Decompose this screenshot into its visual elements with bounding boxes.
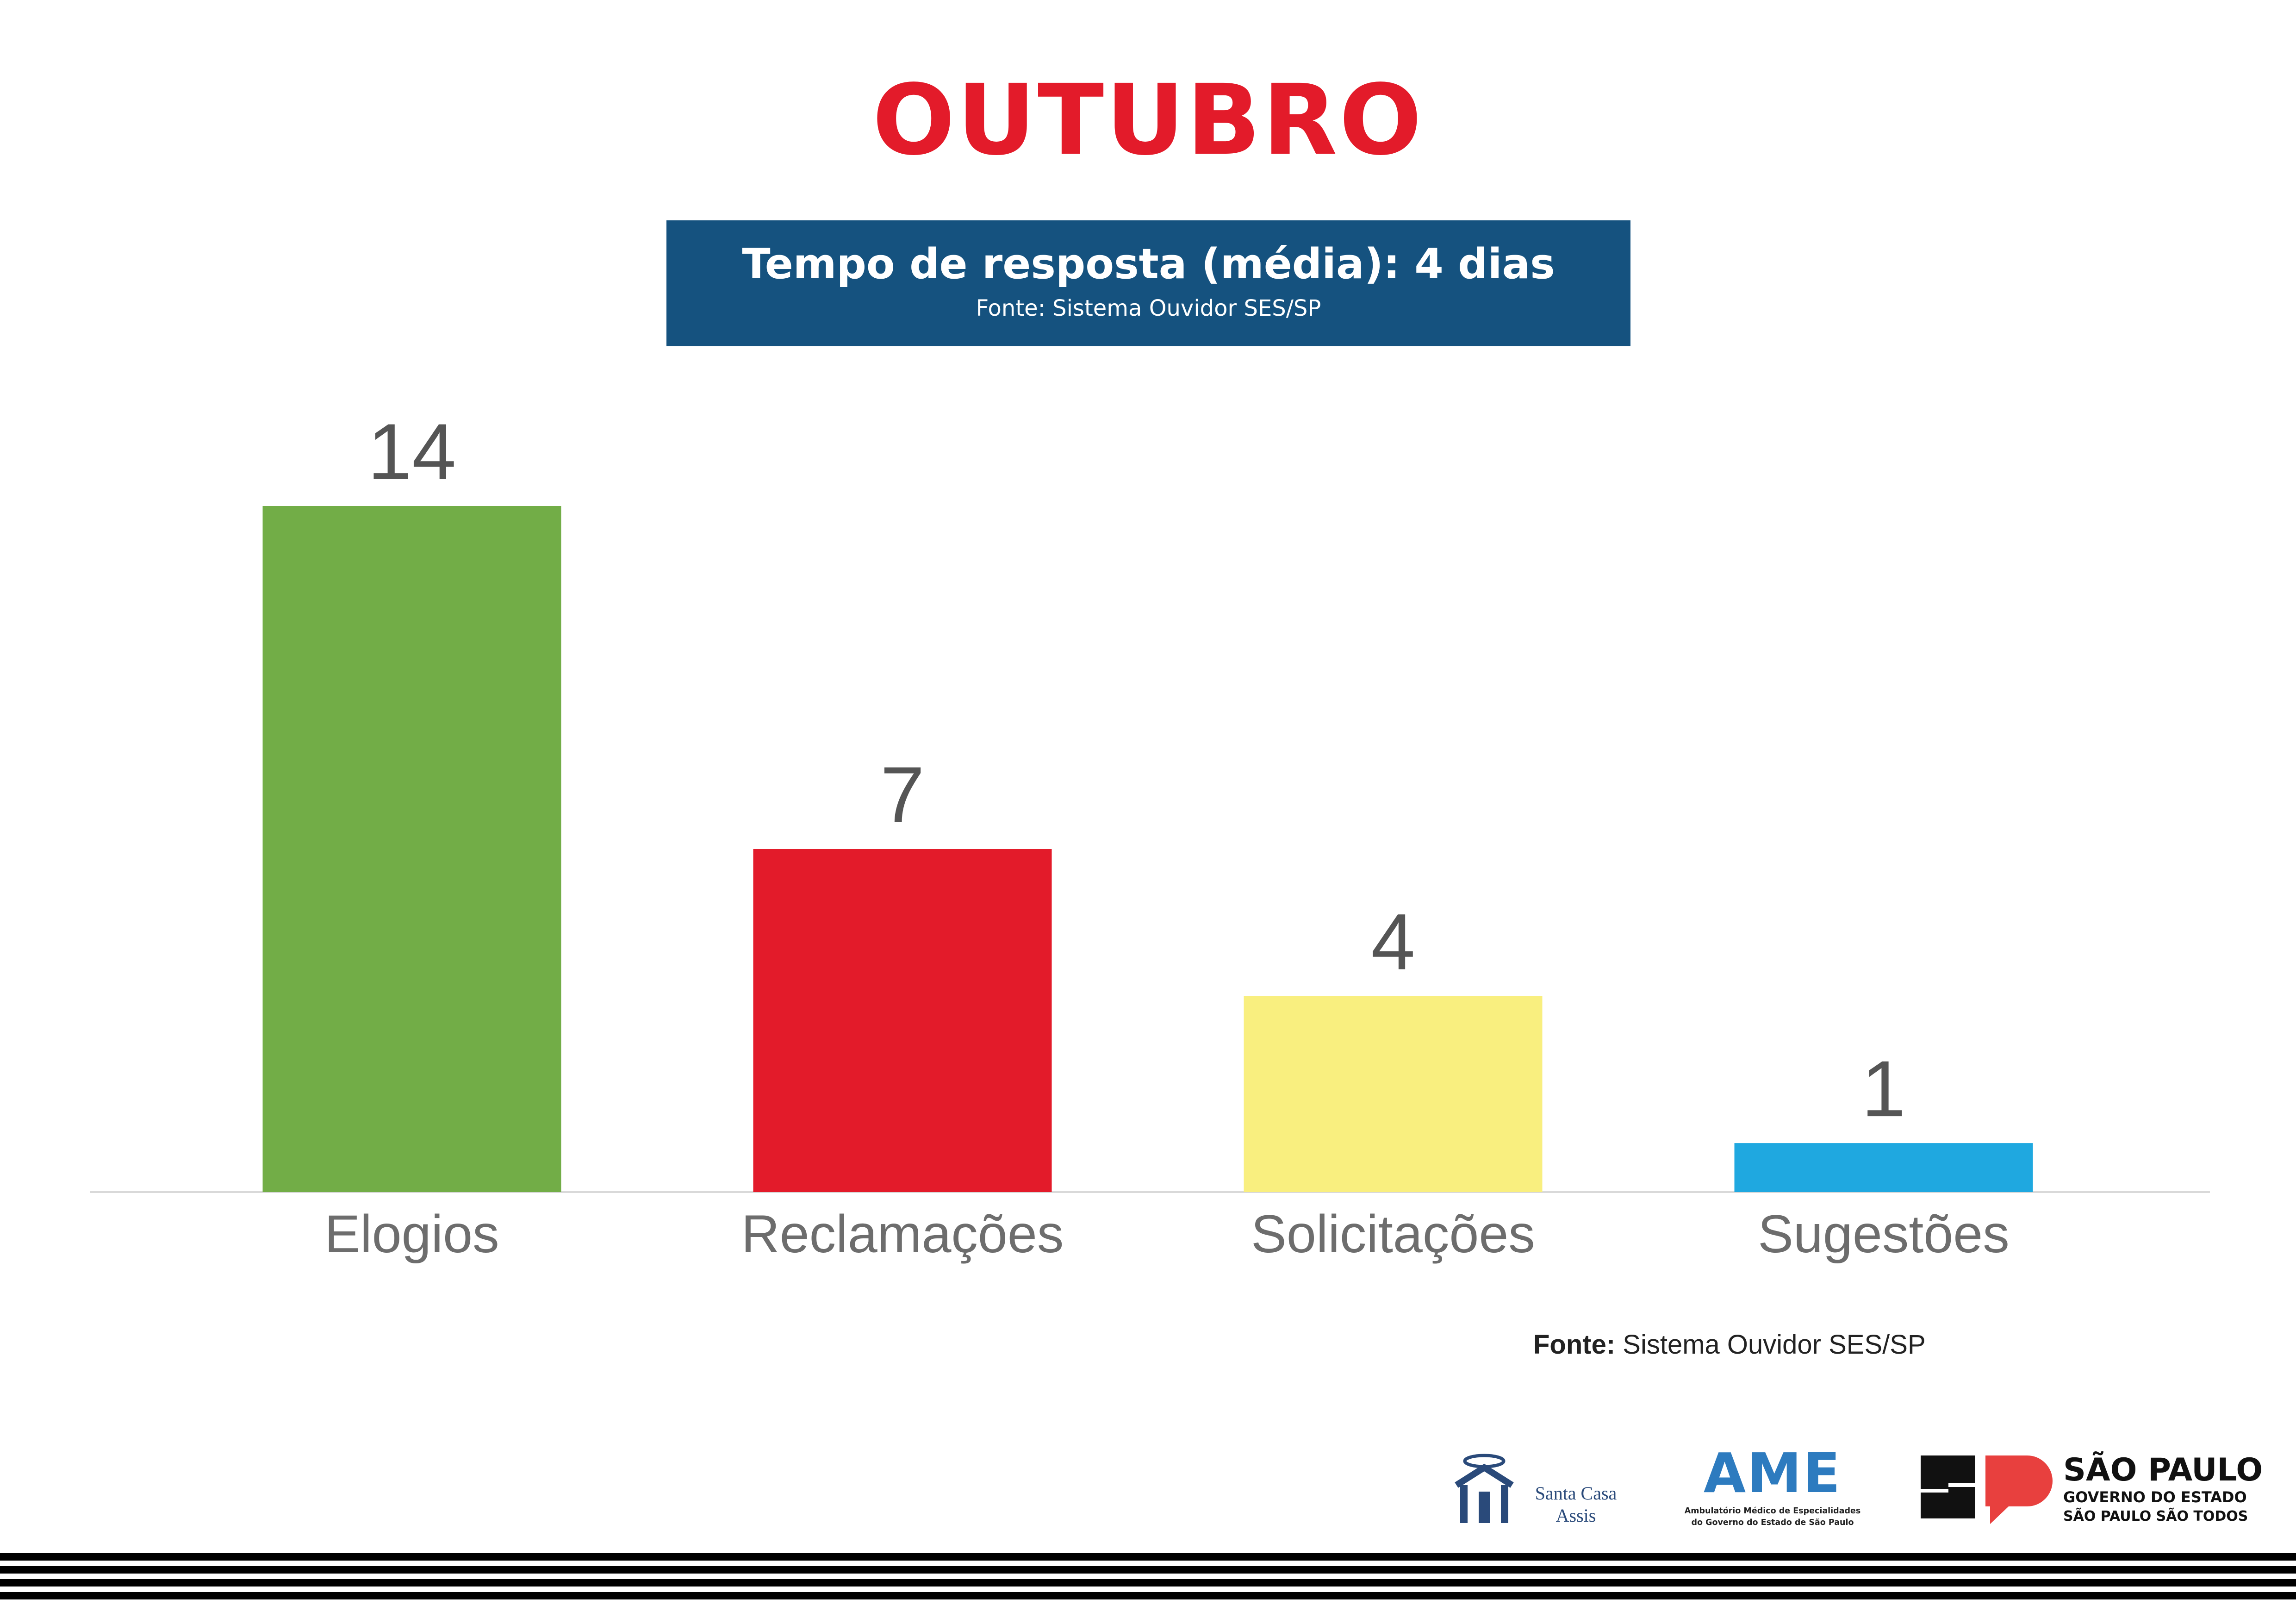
data-label: 4 [1371, 898, 1415, 987]
category-label: Solicitações [1251, 1205, 1535, 1264]
ame-logo: AME Ambulatório Médico de Especialidades… [1675, 1444, 1870, 1537]
bar-reclamações [753, 849, 1052, 1192]
data-label: 14 [367, 407, 456, 496]
category-label: Elogios [324, 1205, 499, 1264]
stripe [0, 1592, 2296, 1599]
footer-source-label: Fonte: [1533, 1330, 1616, 1360]
ame-subtitle-line1: Ambulatório Médico de Especialidades [1684, 1506, 1861, 1516]
category-label: Reclamações [741, 1205, 1064, 1264]
data-label: 1 [1861, 1044, 1906, 1133]
footer-source-text: Sistema Ouvidor SES/SP [1615, 1330, 1926, 1360]
footer-source: Fonte: Sistema Ouvidor SES/SP [1533, 1329, 1926, 1361]
ame-subtitle: Ambulatório Médico de Especialidades do … [1675, 1505, 1870, 1529]
response-time-source: Fonte: Sistema Ouvidor SES/SP [976, 295, 1321, 321]
sp-title: SÃO PAULO [2063, 1452, 2263, 1488]
footer-stripes [0, 1553, 2296, 1599]
bar-chart: 14 Elogios 7 Reclamações 4 Solicitações 1 Suges… [90, 407, 2210, 1264]
category-label: Sugestões [1758, 1205, 2009, 1264]
sao-paulo-logo: SÃO PAULO GOVERNO DO ESTADO SÃO PAULO SÃ… [1916, 1449, 2268, 1528]
bar-elogios [262, 506, 561, 1192]
sp-subtitle: GOVERNO DO ESTADO [2063, 1488, 2247, 1506]
data-label: 7 [880, 750, 925, 839]
bar-sugestões [1734, 1143, 2033, 1192]
page-title: OUTUBRO [872, 63, 1424, 177]
sp-slogan: SÃO PAULO SÃO TODOS [2063, 1508, 2248, 1524]
response-time-box: Tempo de resposta (média): 4 dias Fonte:… [666, 220, 1630, 346]
ame-title: AME [1703, 1441, 1842, 1505]
response-time-text: Tempo de resposta (média): 4 dias [742, 240, 1555, 288]
stripe [0, 1566, 2296, 1574]
ame-subtitle-line2: do Governo do Estado de São Paulo [1691, 1518, 1854, 1527]
santa-casa-text: Santa Casa Assis [1525, 1482, 1627, 1527]
santa-casa-line1: Santa Casa [1535, 1483, 1617, 1504]
stripe [0, 1579, 2296, 1587]
sp-emblem-icon [1921, 1455, 2053, 1524]
santa-casa-logo: Santa Casa Assis [1451, 1449, 1627, 1528]
santa-casa-icon [1455, 1454, 1514, 1523]
stripe [0, 1553, 2296, 1561]
bar-solicitações [1244, 996, 1543, 1192]
santa-casa-line2: Assis [1556, 1505, 1596, 1526]
